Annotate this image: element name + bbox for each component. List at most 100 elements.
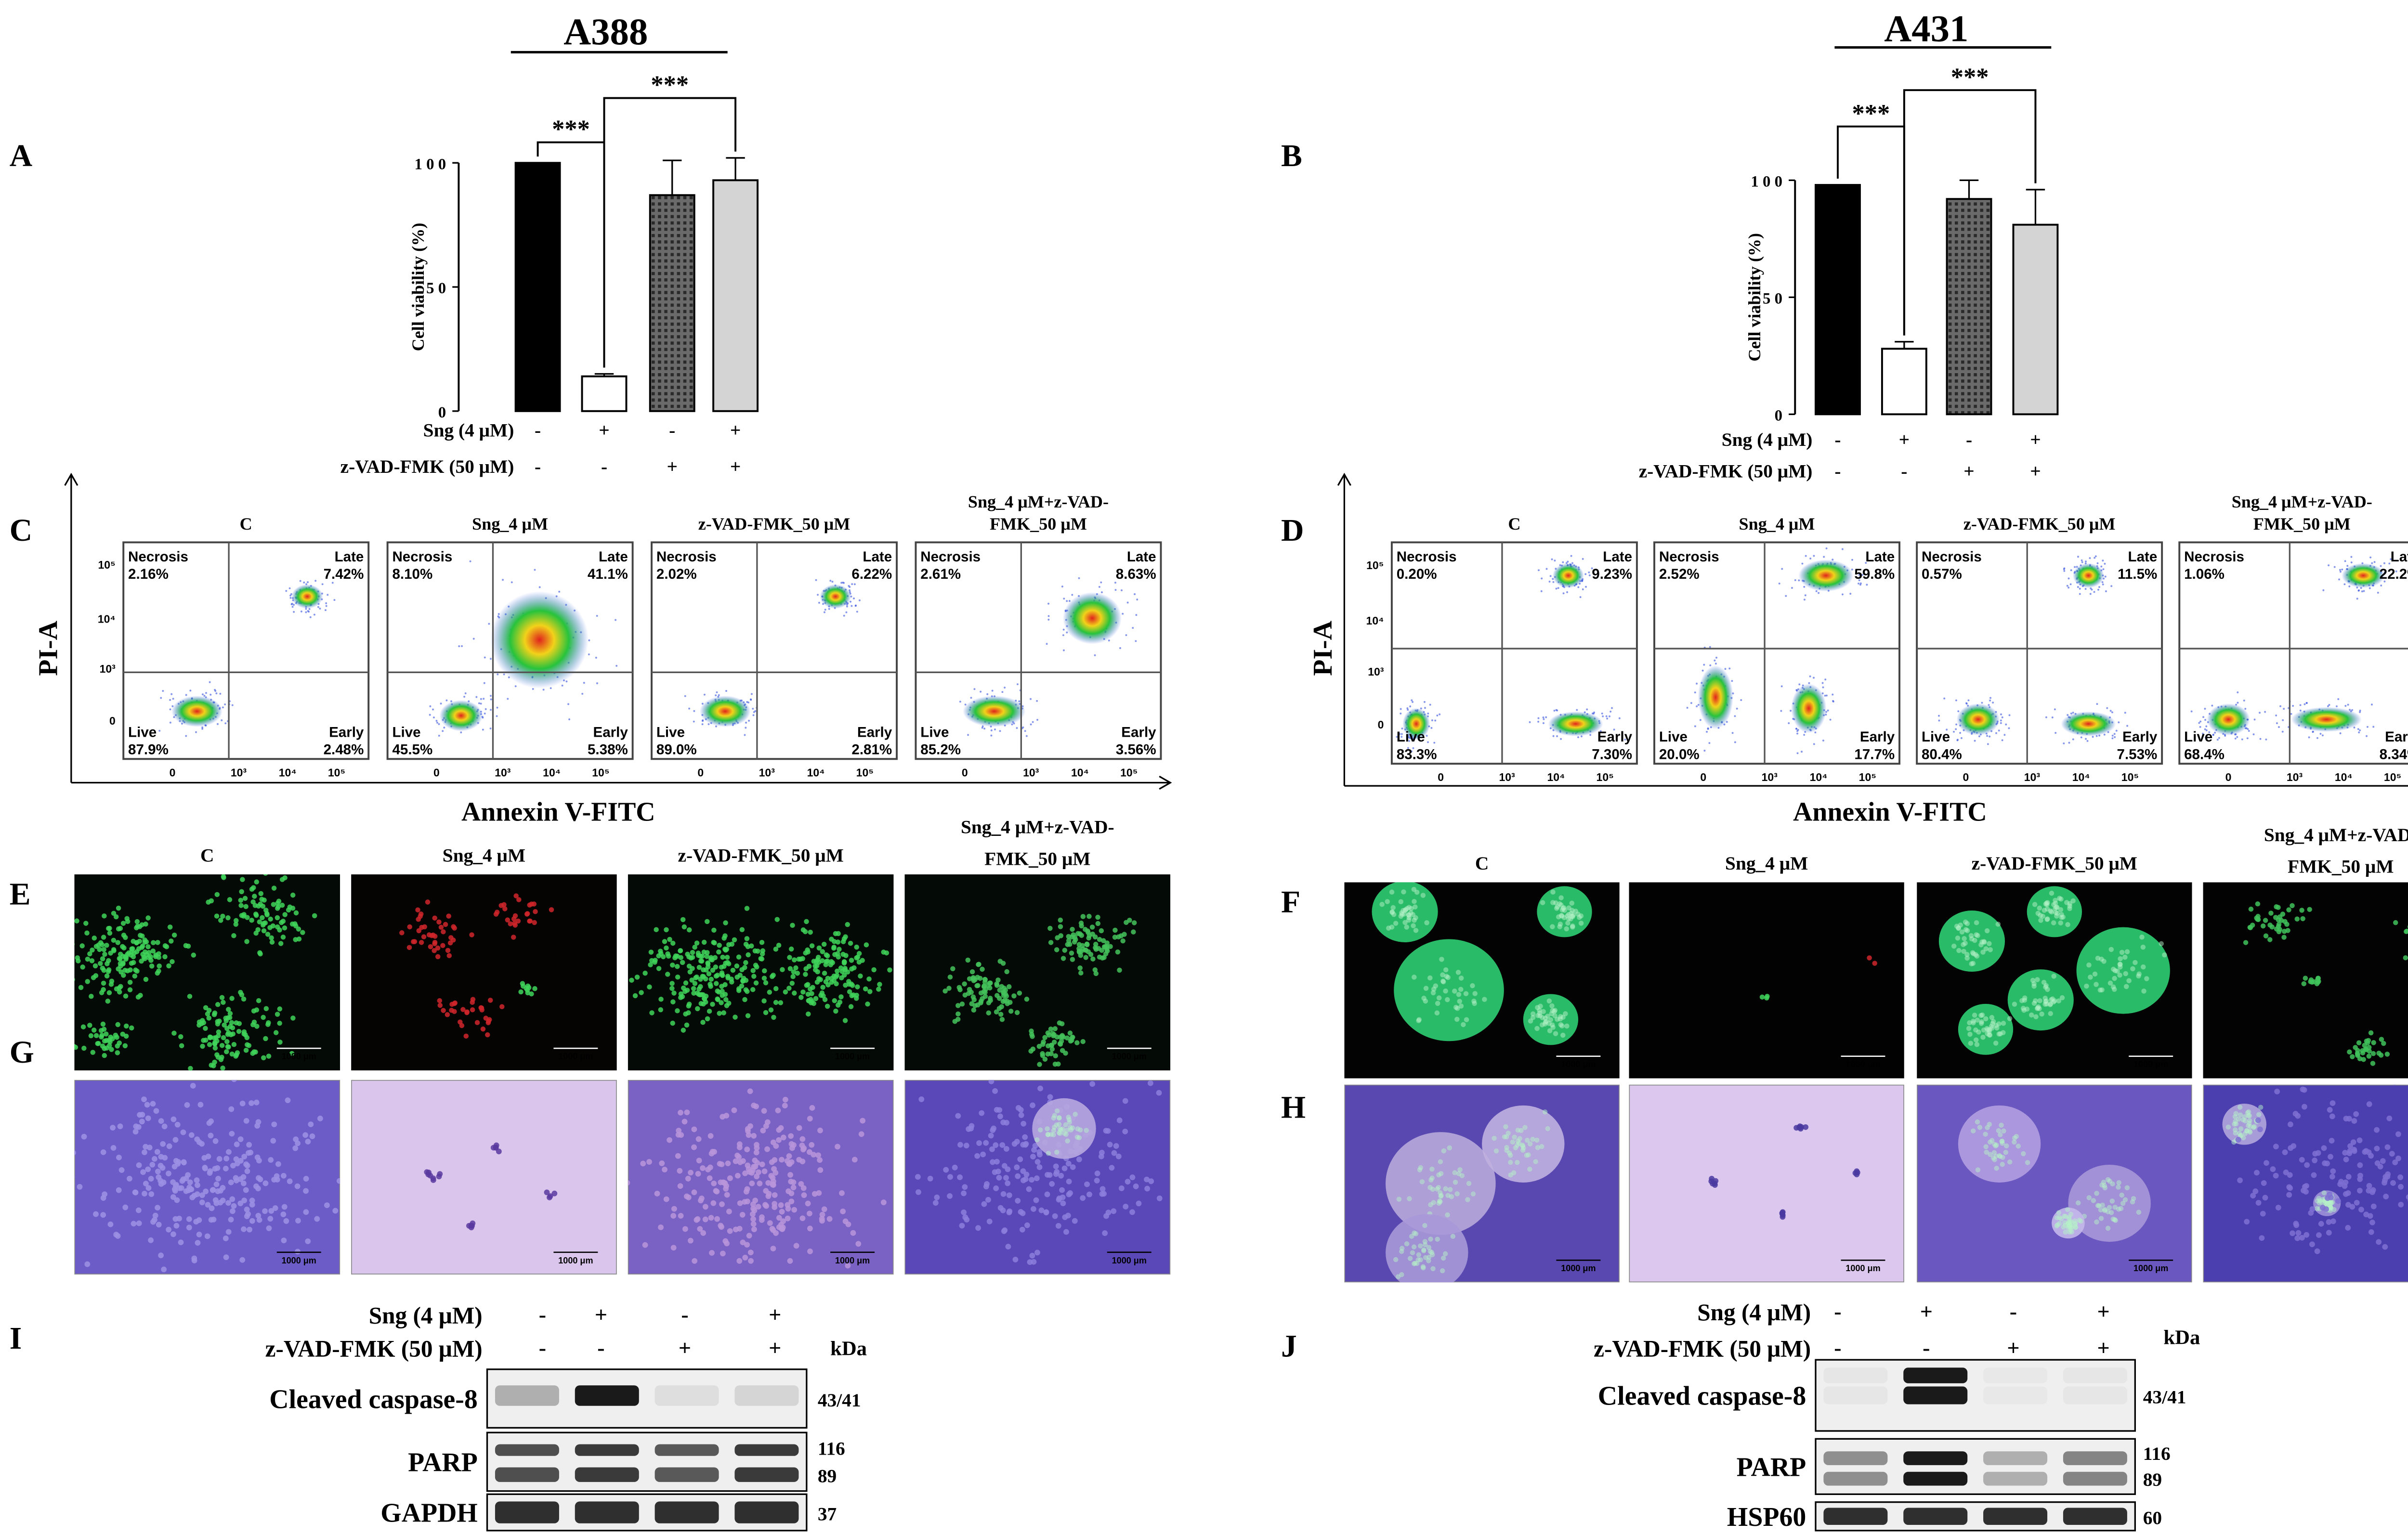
cell-dot [807,986,813,992]
cell-dot [466,1223,472,1229]
cell-dot [707,1008,712,1014]
cell-dot [159,1165,166,1171]
event-dot [2001,716,2003,718]
event-dot [1841,548,1844,550]
cell-dot [835,1144,840,1150]
cell-dot [220,913,225,919]
cell-dot [186,1216,192,1222]
cell-dot [127,979,133,985]
colony [2222,1104,2266,1145]
event-dot [214,689,216,691]
event-dot [693,710,695,712]
micrograph [1629,882,1904,1079]
cell-dot [295,1249,301,1255]
cell-dot [815,1152,821,1158]
event-dot [615,619,617,621]
cell-dot [1112,935,1118,940]
micrograph [1344,1084,1620,1283]
event-dot [507,698,509,700]
cell-dot [511,935,516,940]
scale-bar-label: 1000 μm [835,1052,870,1061]
event-dot [288,587,291,589]
quadrant-value: 83.3% [1397,746,1437,762]
quadrant-name: Necrosis [656,549,717,565]
cell-dot [87,1023,92,1028]
event-dot [429,714,431,716]
x-axis-arrow [1344,785,2408,787]
cell-dot [779,1209,785,1215]
cell-dot [1112,927,1118,933]
x-tick-label: 10³ [1499,771,1516,783]
cell-dot [1443,1186,1448,1192]
cell-dot [105,999,111,1004]
cell-dot [2122,1197,2128,1203]
cell-dot [725,960,730,965]
cell-dot [512,913,518,919]
cell-dot [1440,972,1445,977]
cell-dot [2015,1144,2021,1149]
cell-dot [271,1121,277,1128]
event-dot [158,729,161,732]
event-dot [475,696,478,698]
cell-dot [800,956,805,962]
event-dot [224,722,227,725]
cell-dot [842,1218,849,1224]
cell-dot [222,1236,229,1241]
cell-dot [231,1080,237,1082]
cell-dot [2012,1139,2017,1145]
quadrant-name: Early [1860,729,1895,745]
cell-dot [835,968,840,974]
event-dot [2102,568,2105,571]
cell-dot [120,960,126,966]
event-dot [986,693,989,695]
event-dot [2100,565,2103,568]
cell-dot [1993,1041,1999,1046]
event-dot [1024,730,1026,732]
cell-dot [1547,1028,1553,1033]
cell-dot [845,969,851,975]
cell-dot [1066,1115,1071,1120]
cell-dot [785,1188,792,1194]
cell-dot [686,1010,691,1015]
cell-dot [1991,1150,1997,1156]
cell-dot [719,984,724,989]
event-dot [1858,582,1860,585]
cell-dot [218,918,223,923]
cell-dot [725,974,731,979]
quadrant-name: Necrosis [1922,549,1982,565]
cell-dot [463,1033,469,1039]
quadrant-name: Early [2385,729,2408,745]
cell-dot [2131,1196,2136,1201]
cell-dot [731,1107,737,1113]
cell-dot [1970,950,1976,955]
event-dot [2339,571,2342,573]
significance-stars: *** [651,71,689,99]
density-core [820,584,851,609]
cell-dot [1109,1165,1115,1171]
cell-dot [101,935,106,940]
cell-dot [485,1032,490,1038]
cell-dot [137,1112,143,1118]
cell-dot [2044,902,2050,908]
event-dot [2068,577,2070,580]
cell-dot [129,946,134,952]
cell-dot [1545,1126,1550,1132]
cell-dot [1021,1120,1027,1127]
cell-dot [181,1159,187,1166]
event-dot [1429,703,1431,706]
cell-dot [986,1000,992,1005]
event-dot [321,583,324,585]
cell-dot [677,1168,683,1174]
event-dot [855,604,857,607]
cell-dot [2047,1002,2053,1007]
cell-dot [720,989,725,994]
cell-dot [2001,1030,2006,1035]
cell-dot [121,933,127,938]
event-dot [2077,556,2079,558]
cell-dot [782,1096,788,1103]
cell-dot [1089,924,1095,930]
cell-dot [294,1183,301,1189]
event-dot [484,712,486,715]
cell-dot [1577,915,1582,920]
y-axis-arrow [64,472,79,783]
